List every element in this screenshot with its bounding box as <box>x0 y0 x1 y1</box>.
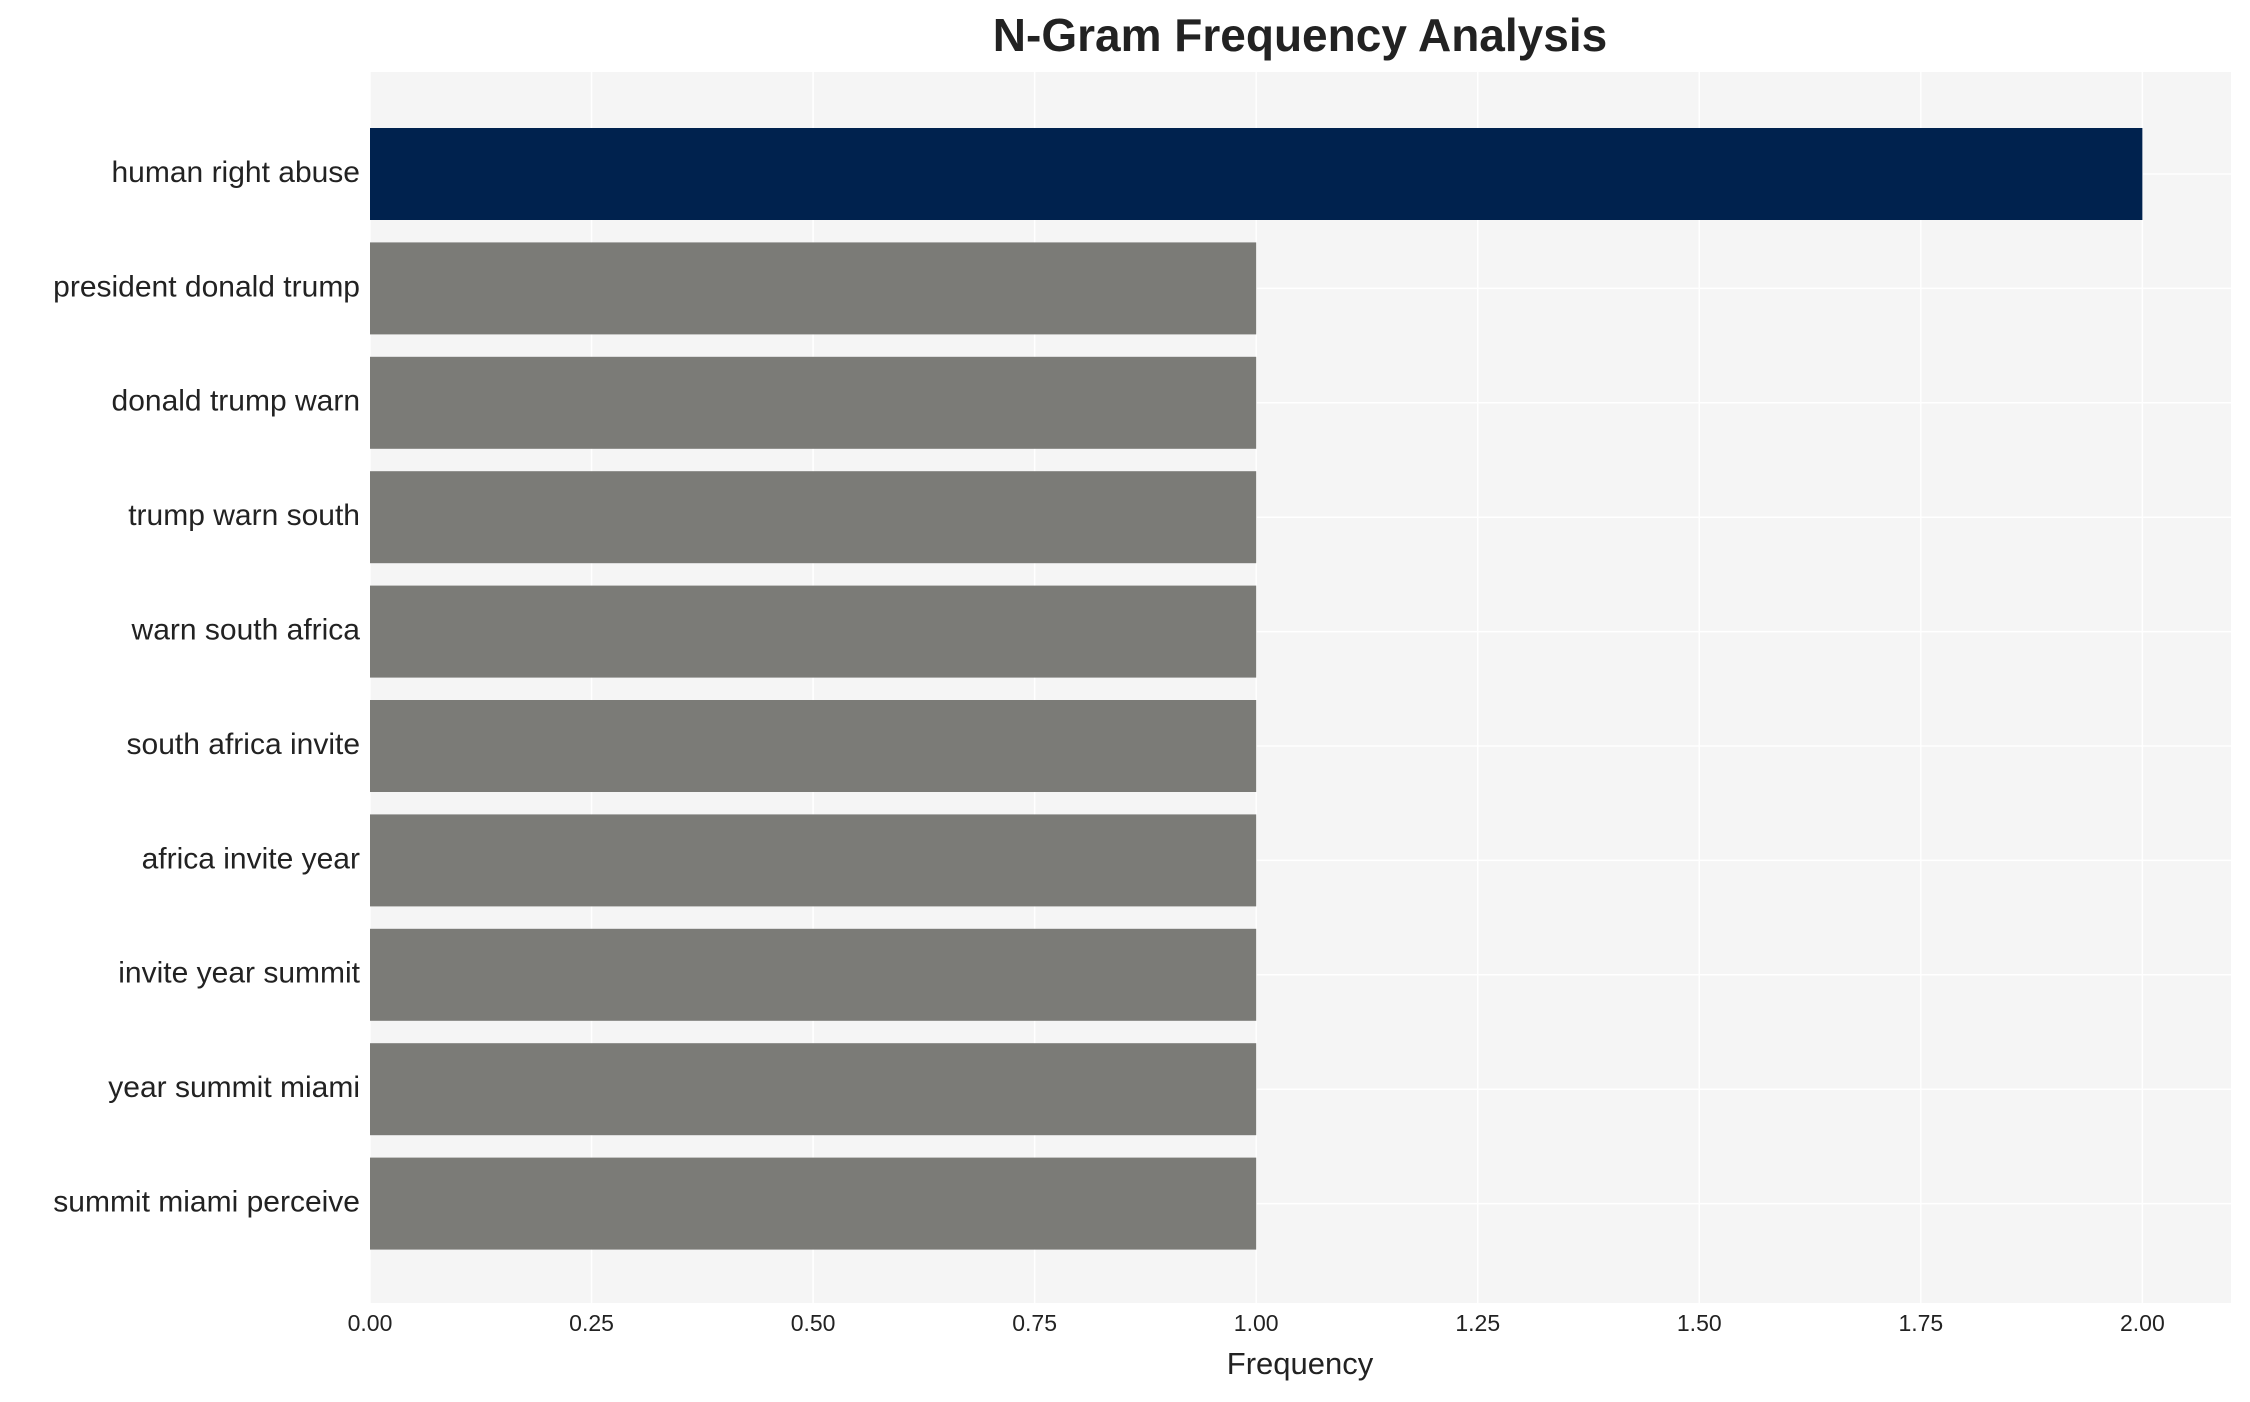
bar <box>370 585 1257 678</box>
y-tick-label: donald trump warn <box>112 385 360 418</box>
y-tick-label: south africa invite <box>127 728 360 761</box>
bar <box>370 928 1257 1021</box>
chart-title: N-Gram Frequency Analysis <box>993 9 1607 61</box>
x-tick-label: 1.25 <box>1455 1310 1500 1336</box>
bar <box>370 356 1257 449</box>
y-tick-label: trump warn south <box>128 499 360 532</box>
x-axis-label: Frequency <box>1227 1346 1374 1381</box>
x-tick-label: 0.25 <box>569 1310 614 1336</box>
x-tick-label: 1.00 <box>1234 1310 1279 1336</box>
bar <box>370 242 1257 335</box>
x-tick-label: 2.00 <box>2120 1310 2165 1336</box>
bar <box>370 128 2143 220</box>
x-tick-label: 1.50 <box>1677 1310 1722 1336</box>
y-tick-label: year summit miami <box>108 1071 360 1104</box>
bar <box>370 1043 1257 1136</box>
y-tick-label: warn south africa <box>131 614 361 647</box>
x-tick-label: 0.75 <box>1012 1310 1057 1336</box>
y-tick-label: president donald trump <box>53 270 360 303</box>
y-tick-label: invite year summit <box>118 957 360 990</box>
bar <box>370 1157 1257 1250</box>
x-tick-label: 1.75 <box>1898 1310 1943 1336</box>
bar <box>370 814 1257 907</box>
bar <box>370 471 1257 564</box>
y-tick-label: human right abuse <box>112 156 361 189</box>
x-tick-label: 0.50 <box>791 1310 836 1336</box>
y-tick-label: africa invite year <box>142 842 360 875</box>
x-tick-label: 0.00 <box>348 1310 393 1336</box>
y-tick-label: summit miami perceive <box>53 1186 360 1219</box>
bar <box>370 700 1257 792</box>
